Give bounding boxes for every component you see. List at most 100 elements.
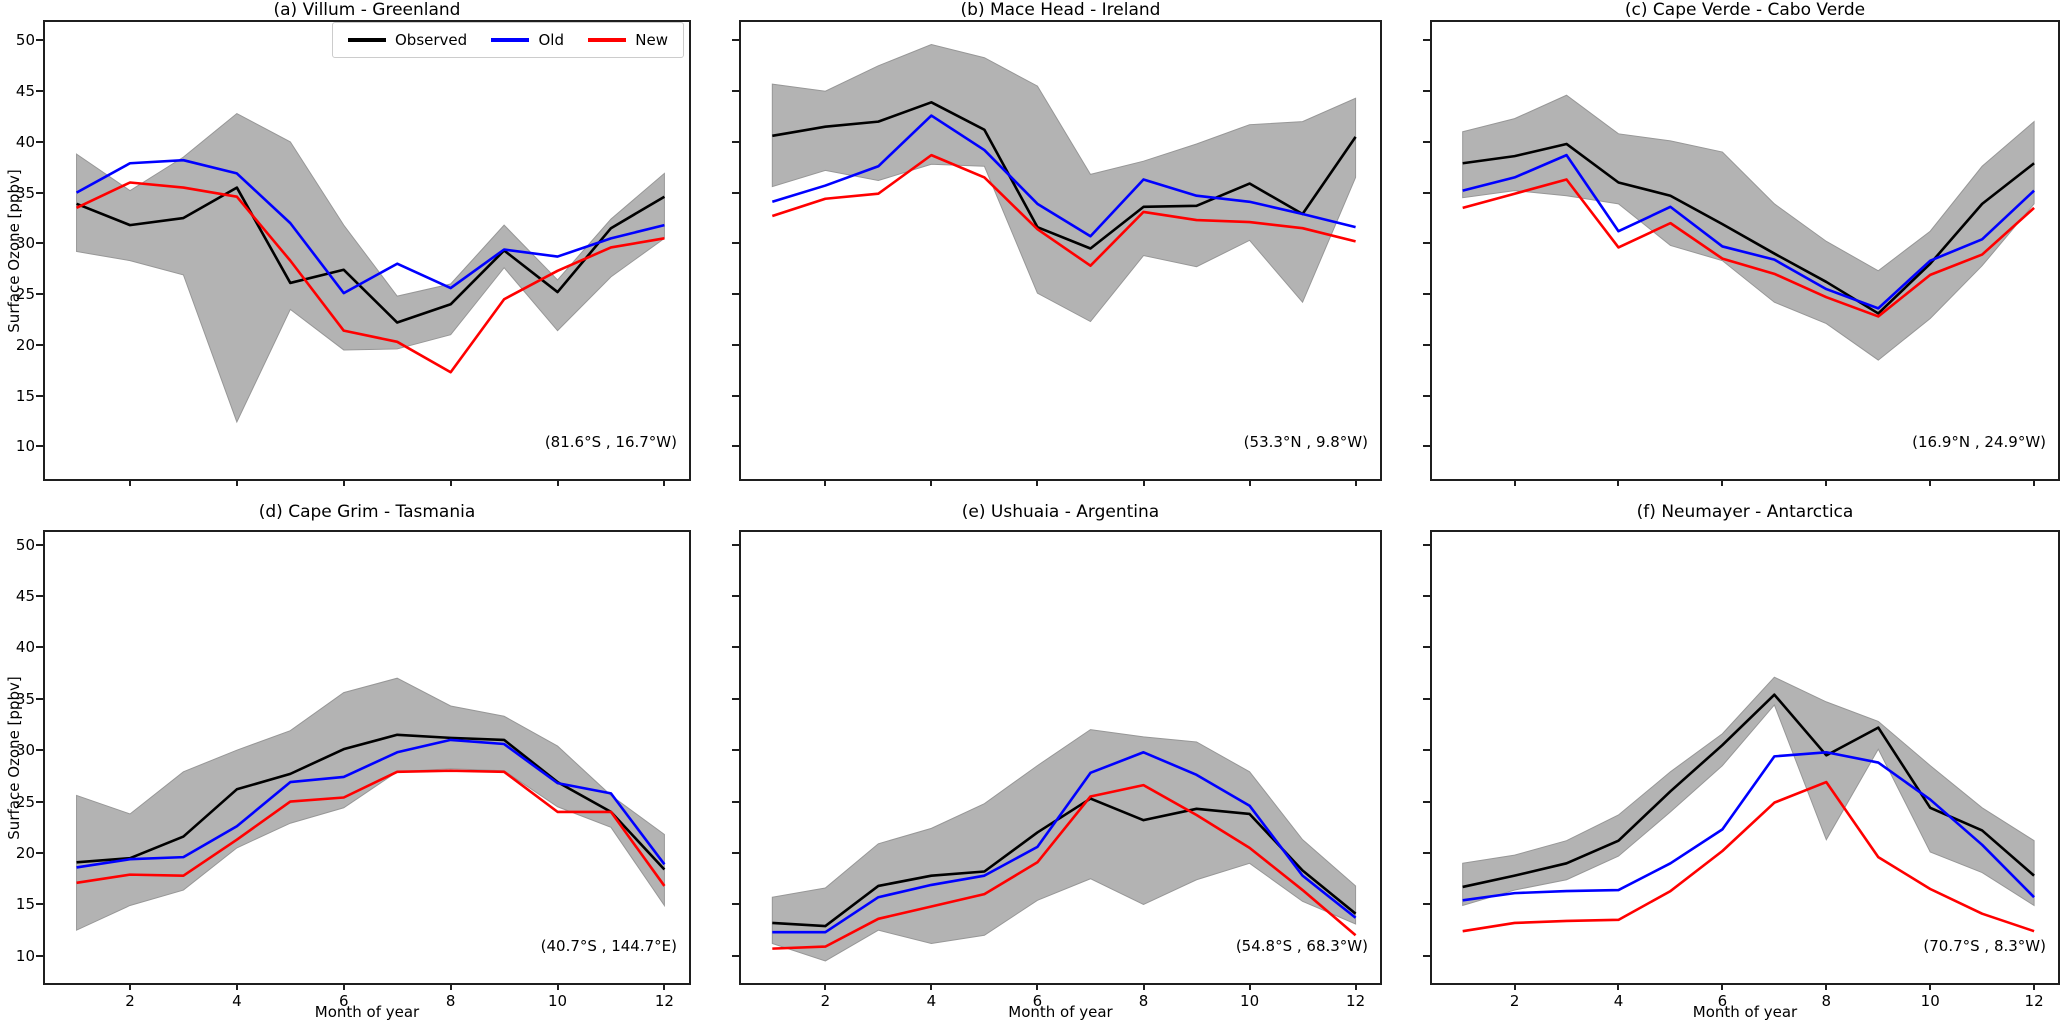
x-tick <box>1354 983 1357 990</box>
x-tick <box>342 983 345 990</box>
y-tick <box>36 594 43 597</box>
y-tick-label: 45 <box>15 586 35 605</box>
y-tick <box>732 646 739 649</box>
plot-area-d <box>45 532 689 983</box>
y-tick <box>732 954 739 957</box>
y-tick <box>36 39 43 42</box>
panel-title-c: (c) Cape Verde - Cabo Verde <box>1624 0 1866 20</box>
x-tick-label: 4 <box>1613 992 1624 1010</box>
panel-ushuaia-argentina: (54.8°S , 68.3°W) 2 4 6 8 10 12 <box>732 530 1382 1010</box>
y-tick-label: 10 <box>15 946 35 965</box>
old-line <box>77 740 665 867</box>
old-line <box>1463 155 2034 308</box>
y-tick-label: 30 <box>15 234 35 253</box>
station-coordinates: (81.6°S , 16.7°W) <box>544 433 677 451</box>
y-tick <box>732 343 739 346</box>
y-tick <box>1423 646 1430 649</box>
x-tick <box>930 983 933 990</box>
x-tick <box>1617 983 1620 990</box>
x-tick <box>1036 479 1039 486</box>
observed-line <box>77 735 665 870</box>
y-tick <box>732 749 739 752</box>
station-coordinates: (16.9°N , 24.9°W) <box>1912 433 2046 451</box>
x-tick-label: 8 <box>445 992 456 1010</box>
x-tick <box>930 479 933 486</box>
y-tick <box>732 543 739 546</box>
y-tick <box>732 394 739 397</box>
y-tick-label: 30 <box>15 741 35 760</box>
y-tick <box>1423 90 1430 93</box>
x-tick-label: 12 <box>2024 992 2044 1010</box>
y-tick <box>36 852 43 855</box>
observed-std-band <box>1463 95 2034 360</box>
legend-label-old: Old <box>538 31 564 49</box>
x-tick <box>1142 479 1145 486</box>
old-line <box>772 752 1355 932</box>
x-tick <box>129 983 131 990</box>
observed-std-band <box>77 678 665 930</box>
observed-std-band <box>772 45 1355 322</box>
y-tick-label: 40 <box>15 638 35 657</box>
y-tick-label: 15 <box>15 895 35 914</box>
x-axis-label-f: Month of year <box>1692 1003 1798 1021</box>
x-axis-label-d: Month of year <box>314 1003 420 1021</box>
y-tick <box>1423 191 1430 194</box>
x-tick <box>235 983 238 990</box>
panel-cape-grim-tasmania: (40.7°S , 144.7°E) 2 4 6 8 10 12 50 45 40 35 30 25 2… <box>16 530 691 1010</box>
y-tick <box>36 191 43 194</box>
y-tick <box>1423 445 1430 448</box>
panel-neumayer-antarctica: (70.7°S , 8.3°W) 2 4 6 8 10 12 <box>1423 530 2060 1010</box>
y-tick <box>732 800 739 803</box>
legend-item-old: Old <box>491 31 564 49</box>
x-tick-label: 8 <box>1821 992 1832 1010</box>
x-tick <box>2033 479 2036 486</box>
legend-item-new: New <box>588 31 668 49</box>
y-tick <box>732 594 739 597</box>
x-tick <box>663 479 666 486</box>
y-tick <box>36 954 43 957</box>
y-tick-label: 25 <box>15 792 35 811</box>
y-tick <box>1423 697 1430 700</box>
y-tick <box>1423 594 1430 597</box>
x-tick <box>1142 983 1145 990</box>
panel-villum-greenland: Observed Old New (81.6°S , 16.7°W) 50 45 4… <box>16 20 691 486</box>
y-tick <box>1423 39 1430 42</box>
y-tick <box>1423 749 1430 752</box>
x-tick <box>1513 983 1516 990</box>
panel-title-f: (f) Neumayer - Antarctica <box>1636 502 1854 522</box>
x-tick <box>1617 479 1620 486</box>
y-tick <box>1423 954 1430 957</box>
new-line <box>1463 782 2034 931</box>
x-tick-label: 12 <box>1346 992 1366 1010</box>
x-tick <box>1929 479 1932 486</box>
panel-title-e: (e) Ushuaia - Argentina <box>961 502 1160 522</box>
x-tick-label: 6 <box>338 992 349 1010</box>
observed-line <box>772 102 1355 248</box>
y-tick <box>36 543 43 546</box>
observed-line-swatch <box>348 38 386 42</box>
new-line-swatch <box>588 38 627 42</box>
plot-area-c <box>1432 22 2058 479</box>
plot-area-f <box>1432 532 2058 983</box>
y-tick-label: 50 <box>15 535 35 554</box>
y-tick <box>732 852 739 855</box>
y-tick <box>732 191 739 194</box>
y-tick-label: 15 <box>15 386 35 405</box>
y-tick <box>1423 800 1430 803</box>
legend: Observed Old New <box>332 22 684 58</box>
y-tick-label: 35 <box>15 183 35 202</box>
y-tick <box>36 343 43 346</box>
x-tick-label: 4 <box>926 992 937 1010</box>
y-tick-label: 20 <box>15 844 35 863</box>
y-tick <box>732 140 739 143</box>
y-tick <box>36 903 43 906</box>
y-tick <box>1423 903 1430 906</box>
station-coordinates: (54.8°S , 68.3°W) <box>1235 937 1368 955</box>
x-tick <box>129 479 131 486</box>
station-coordinates: (40.7°S , 144.7°E) <box>540 937 677 955</box>
x-tick <box>1248 479 1251 486</box>
x-tick-label: 12 <box>654 992 674 1010</box>
y-tick-label: 45 <box>15 82 35 101</box>
y-tick <box>36 697 43 700</box>
x-tick-label: 6 <box>1717 992 1728 1010</box>
